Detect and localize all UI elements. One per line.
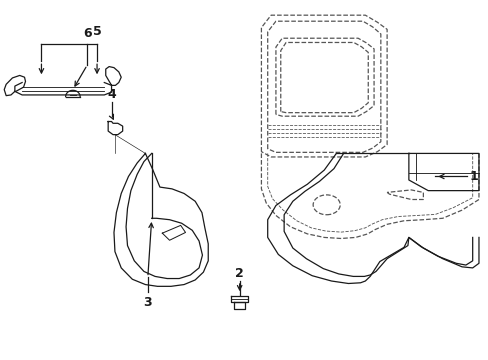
Text: 4: 4 xyxy=(107,88,116,101)
Text: 1: 1 xyxy=(468,170,477,183)
Text: 3: 3 xyxy=(143,296,152,309)
Text: 5: 5 xyxy=(93,25,101,38)
Polygon shape xyxy=(386,190,423,199)
Text: 6: 6 xyxy=(83,27,92,40)
Text: 2: 2 xyxy=(235,267,244,280)
